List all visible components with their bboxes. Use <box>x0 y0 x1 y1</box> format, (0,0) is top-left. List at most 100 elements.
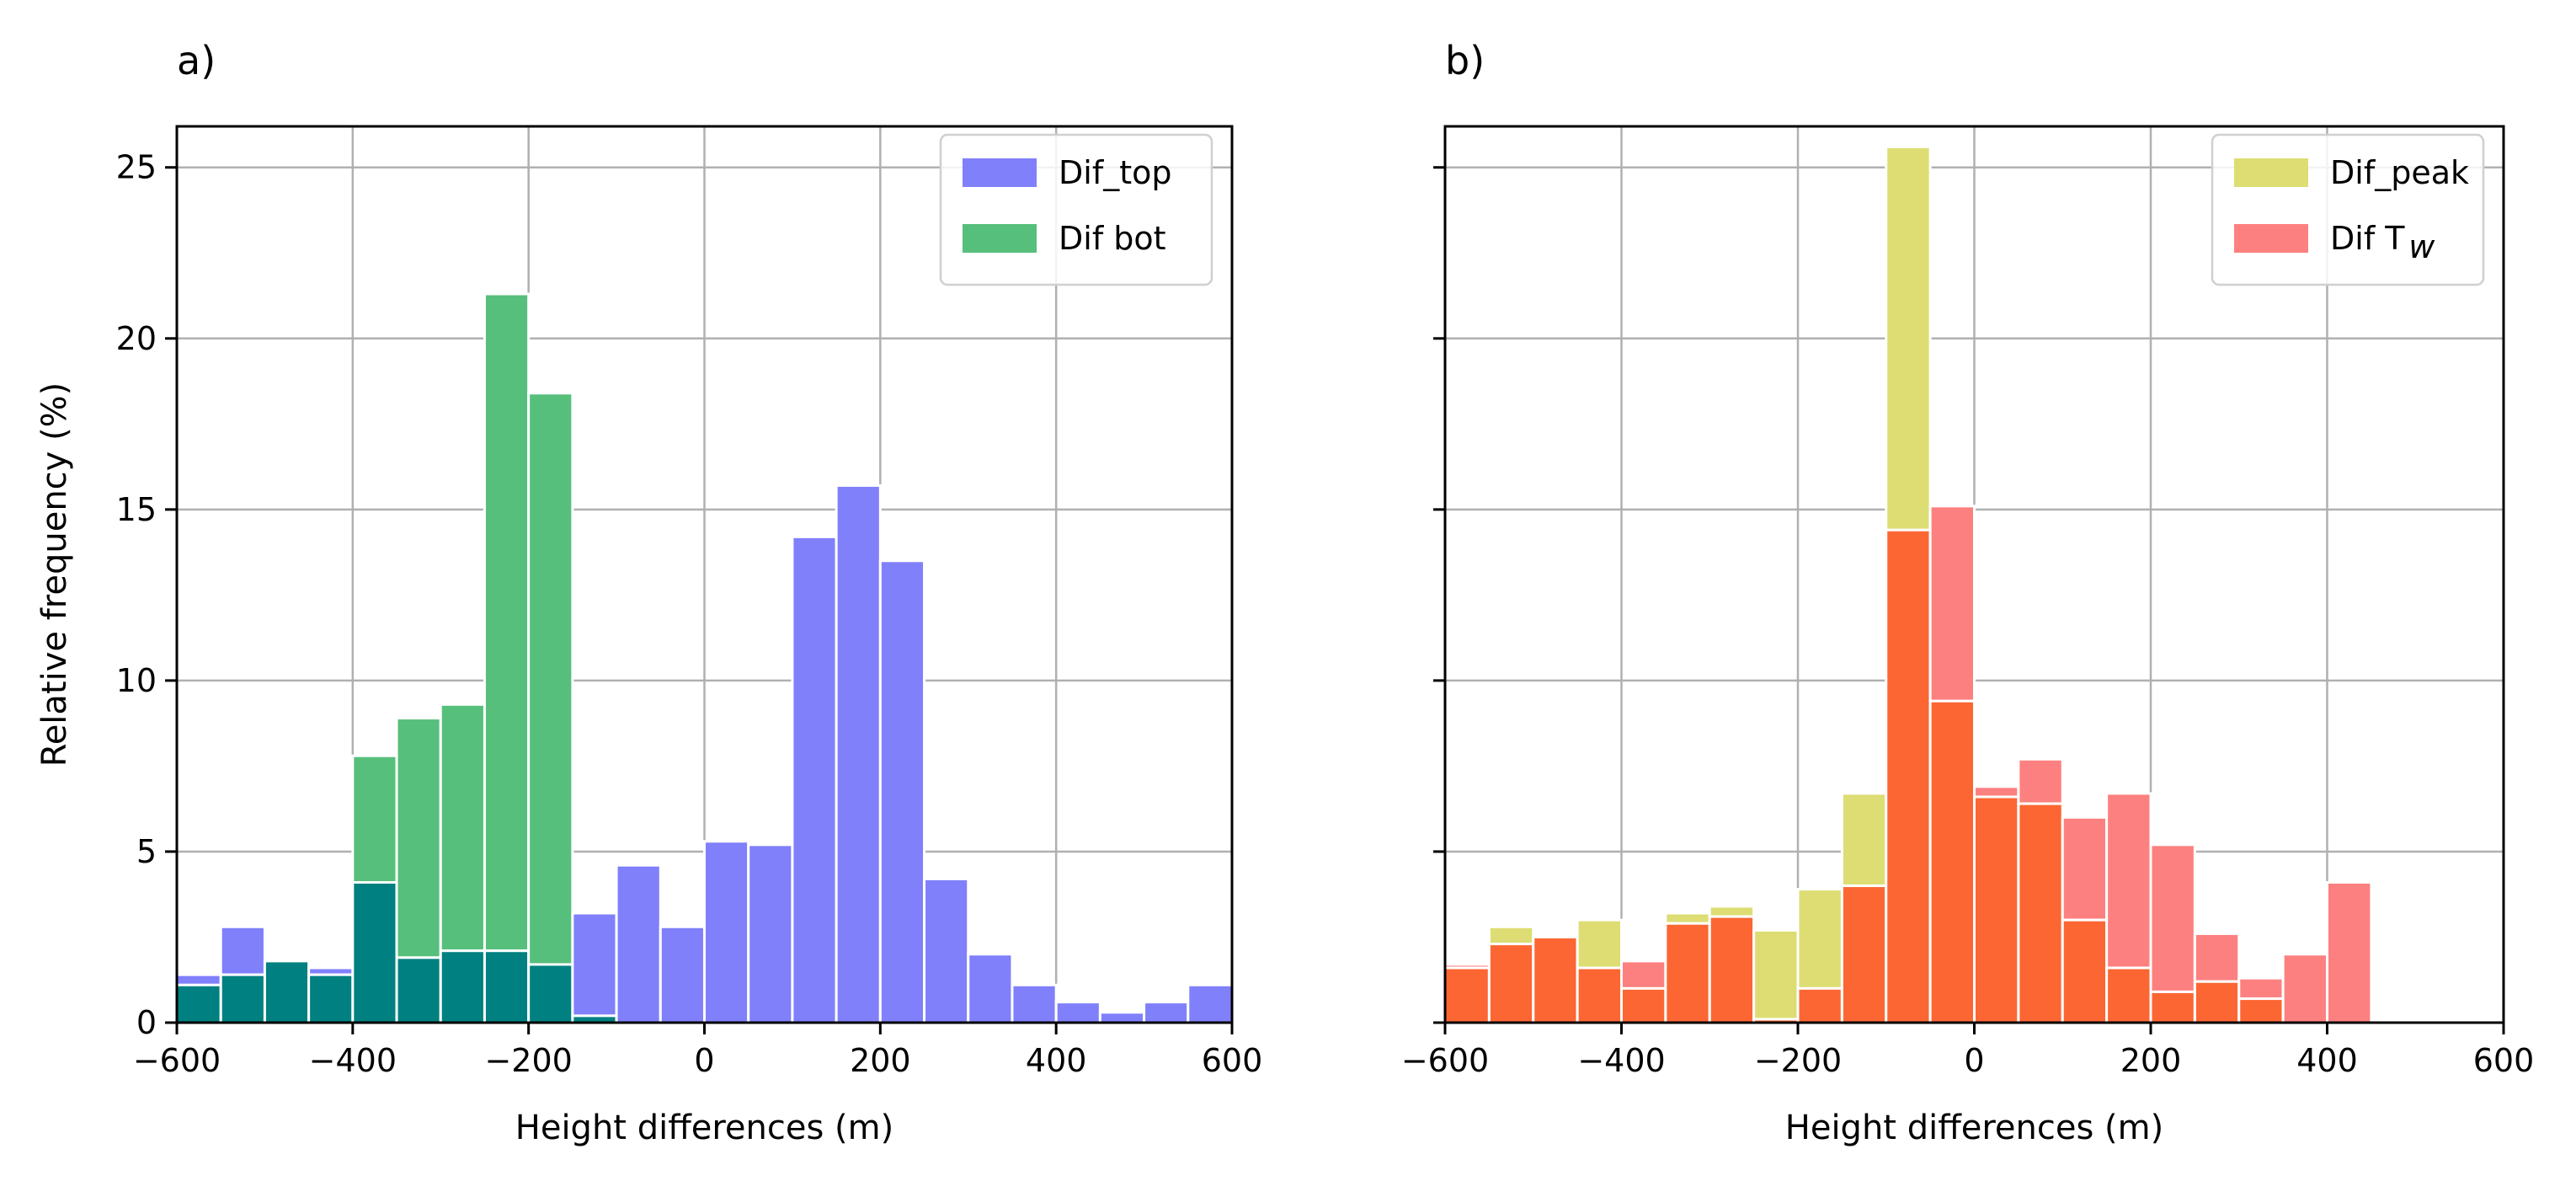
panel-0-xtick-label-4: 200 <box>850 1042 911 1079</box>
panel-0-ytick-label-0: 0 <box>136 1004 157 1041</box>
panel-0-bar-series0-20 <box>1054 1001 1101 1024</box>
panel-1-bar-series0-5 <box>1664 911 1711 925</box>
panel-1-bar-series0-3 <box>1576 918 1623 970</box>
panel-1-bar-overlap-9 <box>1840 884 1888 1024</box>
panel-0-bar-series0-22 <box>1143 1001 1190 1024</box>
panel-0-xtick-label-0: −600 <box>133 1042 221 1079</box>
panel-1-bar-series1-13 <box>2017 757 2064 805</box>
panel-1-bar-overlap-6 <box>1708 915 1756 1024</box>
panel-0-label: a) <box>177 38 216 83</box>
panel-0-bar-series0-23 <box>1187 983 1234 1024</box>
panel-1-bar-series0-10 <box>1885 145 1932 532</box>
panel-0-bar-overlap-4 <box>351 880 398 1024</box>
panel-1-bar-overlap-1 <box>1487 943 1535 1024</box>
panel-1-legend-subscript-1: w <box>2408 228 2435 265</box>
panel-0-bar-series0-18 <box>967 953 1014 1024</box>
panel-0-xtick-label-5: 400 <box>1026 1042 1087 1079</box>
panel-1-bar-series1-12 <box>1973 785 2020 799</box>
panel-0-bar-series0-14 <box>791 535 838 1024</box>
panel-0-bar-series0-0 <box>175 973 222 986</box>
panel-1-label: b) <box>1445 38 1485 83</box>
panel-1-bar-series1-18 <box>2237 976 2285 1001</box>
panel-0-bar-series1-5 <box>395 717 442 959</box>
panel-0-bar-series0-17 <box>923 877 970 1024</box>
panel-1-bar-series0-6 <box>1708 905 1756 918</box>
panel-0-legend-label-1: Dif bot <box>1059 220 1166 257</box>
panel-1-bar-series0-7 <box>1752 928 1800 1021</box>
panel-0-bar-overlap-2 <box>263 959 311 1024</box>
panel-1-xtick-label-1: −400 <box>1577 1042 1665 1079</box>
panel-0-bar-series1-8 <box>527 392 574 966</box>
panel-1-xtick-label-3: 0 <box>1964 1042 1984 1079</box>
panel-1-bar-overlap-16 <box>2149 990 2196 1024</box>
panel-0-ytick-label-4: 20 <box>116 320 157 357</box>
panel-0-xtick-label-1: −400 <box>309 1042 397 1079</box>
panel-0-ytick-label-3: 15 <box>116 491 157 528</box>
panel-0-legend-swatch-1 <box>963 224 1037 253</box>
panel-1-bar-overlap-3 <box>1576 966 1623 1024</box>
panel-1-bar-series1-15 <box>2105 792 2152 970</box>
panel-1-bar-series1-4 <box>1620 959 1667 990</box>
panel-1-legend-swatch-0 <box>2234 158 2308 187</box>
panel-0-bar-series0-21 <box>1098 1011 1146 1024</box>
panel-0-bar-series0-19 <box>1011 983 1058 1024</box>
panel-1-bar-series1-17 <box>2193 932 2241 983</box>
panel-0-bar-series1-4 <box>351 754 398 884</box>
panel-0-bar-series0-10 <box>615 863 662 1024</box>
panel-0-bar-series0-9 <box>571 911 618 1018</box>
panel-0-bar-overlap-6 <box>439 949 486 1024</box>
panel-0-ytick-label-1: 5 <box>136 833 157 870</box>
panel-0-xtick-label-3: 0 <box>694 1042 714 1079</box>
panel-1-legend-swatch-1 <box>2234 224 2308 253</box>
panel-0-legend-label-0: Dif_top <box>1059 154 1171 191</box>
panel-1-bar-overlap-2 <box>1532 935 1579 1024</box>
panel-0-bar-series0-1 <box>219 925 266 976</box>
panel-0-bar-overlap-7 <box>483 949 531 1024</box>
panel-1-bar-overlap-13 <box>2017 802 2064 1024</box>
panel-0-bar-series0-16 <box>878 559 926 1024</box>
panel-1-bar-overlap-18 <box>2237 997 2285 1024</box>
panel-1-bar-series1-16 <box>2149 843 2196 993</box>
panel-1-bar-overlap-10 <box>1885 528 1932 1024</box>
panel-1-bar-series0-1 <box>1487 925 1535 946</box>
panel-1-xtick-label-6: 600 <box>2473 1042 2535 1079</box>
panel-0-xtick-label-6: 600 <box>1202 1042 1263 1079</box>
panel-1-legend-label-1: Dif T <box>2330 220 2405 257</box>
panel-0-bar-overlap-3 <box>307 973 355 1024</box>
panel-0-bar-series1-7 <box>483 292 531 953</box>
panel-0-xtick-label-2: −200 <box>484 1042 572 1079</box>
panel-1-bar-overlap-12 <box>1973 795 2020 1024</box>
panel-0-bar-overlap-1 <box>219 973 266 1024</box>
panel-1-bar-overlap-15 <box>2105 966 2152 1024</box>
panel-0-ytick-label-2: 10 <box>116 662 157 699</box>
panel-1-bar-series1-19 <box>2281 953 2328 1024</box>
panel-0-bar-series0-13 <box>747 843 794 1024</box>
panel-1-bar-series1-11 <box>1928 505 1976 703</box>
panel-0-bar-overlap-5 <box>395 956 442 1024</box>
panel-1-bar-overlap-5 <box>1664 922 1711 1024</box>
panel-0-bar-series0-15 <box>835 484 882 1024</box>
panel-1-xtick-label-0: −600 <box>1401 1042 1489 1079</box>
panel-0-legend-swatch-0 <box>963 158 1037 187</box>
panel-1-bar-overlap-11 <box>1928 699 1976 1024</box>
panel-1-xtick-label-4: 200 <box>2120 1042 2182 1079</box>
panel-0-bar-series0-12 <box>703 840 750 1024</box>
panel-0-bar-series0-11 <box>659 925 707 1024</box>
panel-0-bar-overlap-0 <box>175 983 222 1024</box>
panel-0-xlabel: Height differences (m) <box>515 1109 893 1147</box>
panel-1-xlabel: Height differences (m) <box>1785 1109 2163 1147</box>
panel-0-ylabel: Relative frequency (%) <box>35 382 74 767</box>
panel-1-bar-series0-8 <box>1796 888 1843 990</box>
panel-1-bar-overlap-17 <box>2193 980 2241 1024</box>
panel-1-bar-series1-20 <box>2326 880 2373 1024</box>
panel-1-bar-series0-9 <box>1840 792 1888 888</box>
panel-1-xtick-label-5: 400 <box>2296 1042 2358 1079</box>
panel-0-bar-series1-6 <box>439 703 486 953</box>
panel-1-xtick-label-2: −200 <box>1754 1042 1842 1079</box>
panel-0-bar-overlap-8 <box>527 963 574 1024</box>
panel-1-bar-overlap-8 <box>1796 986 1843 1024</box>
panel-1-bar-overlap-4 <box>1620 986 1667 1024</box>
panel-1-bar-overlap-0 <box>1443 966 1491 1024</box>
